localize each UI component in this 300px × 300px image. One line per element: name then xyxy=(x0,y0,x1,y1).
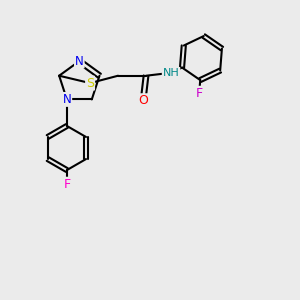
Text: F: F xyxy=(196,87,203,100)
Text: N: N xyxy=(75,55,84,68)
Text: O: O xyxy=(138,94,148,107)
Text: N: N xyxy=(62,93,71,106)
Text: NH: NH xyxy=(163,68,179,78)
Text: S: S xyxy=(86,76,94,90)
Text: F: F xyxy=(63,178,70,191)
